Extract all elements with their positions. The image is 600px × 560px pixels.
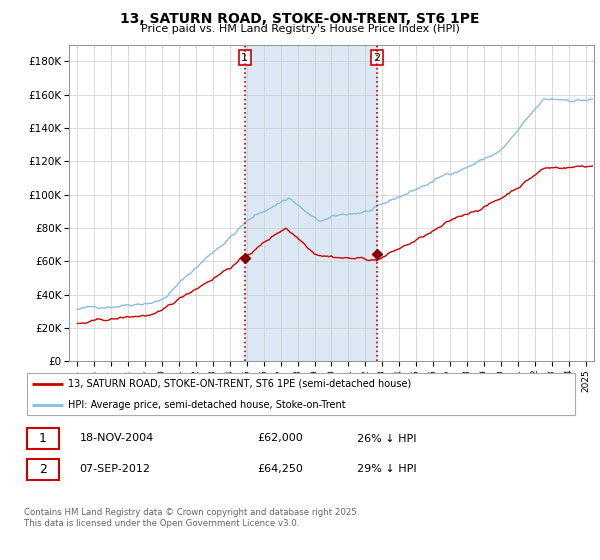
Text: £62,000: £62,000	[257, 433, 303, 444]
Text: HPI: Average price, semi-detached house, Stoke-on-Trent: HPI: Average price, semi-detached house,…	[68, 400, 346, 410]
Text: £64,250: £64,250	[257, 464, 303, 474]
Text: 13, SATURN ROAD, STOKE-ON-TRENT, ST6 1PE: 13, SATURN ROAD, STOKE-ON-TRENT, ST6 1PE	[120, 12, 480, 26]
Text: 1: 1	[241, 53, 248, 63]
Text: 18-NOV-2004: 18-NOV-2004	[79, 433, 154, 444]
Bar	[245, 45, 377, 361]
Text: 1: 1	[39, 432, 47, 445]
FancyBboxPatch shape	[27, 373, 575, 416]
Text: 2: 2	[39, 463, 47, 476]
FancyBboxPatch shape	[27, 428, 59, 449]
Text: 07-SEP-2012: 07-SEP-2012	[79, 464, 151, 474]
Text: Price paid vs. HM Land Registry's House Price Index (HPI): Price paid vs. HM Land Registry's House …	[140, 24, 460, 34]
FancyBboxPatch shape	[27, 459, 59, 479]
Text: 13, SATURN ROAD, STOKE-ON-TRENT, ST6 1PE (semi-detached house): 13, SATURN ROAD, STOKE-ON-TRENT, ST6 1PE…	[68, 379, 412, 389]
Text: 26% ↓ HPI: 26% ↓ HPI	[357, 433, 416, 444]
Text: Contains HM Land Registry data © Crown copyright and database right 2025.
This d: Contains HM Land Registry data © Crown c…	[24, 508, 359, 528]
Text: 29% ↓ HPI: 29% ↓ HPI	[357, 464, 416, 474]
Text: 2: 2	[373, 53, 380, 63]
